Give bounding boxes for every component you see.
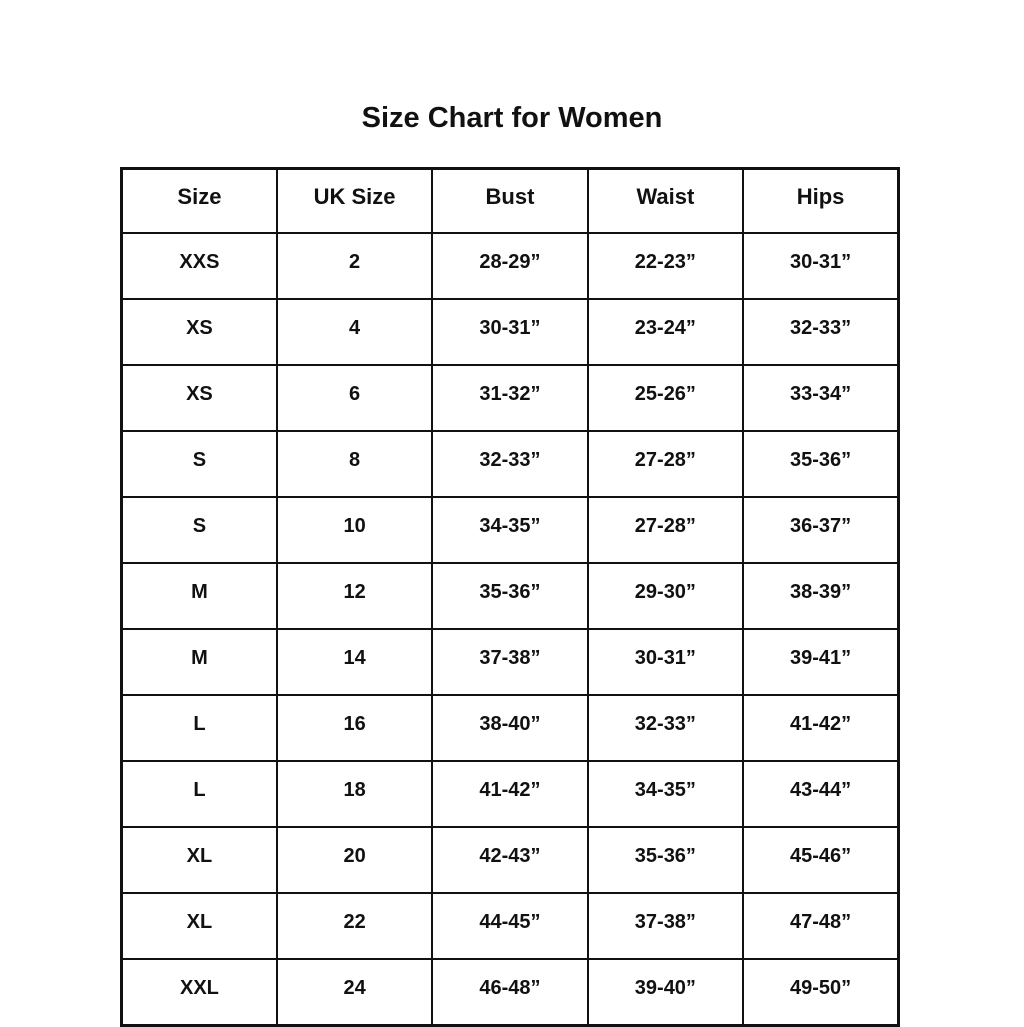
table-cell: 30-31” xyxy=(586,628,745,696)
table-cell: 47-48” xyxy=(742,892,900,960)
table-cell: 31-32” xyxy=(431,364,589,432)
table-cell: 18 xyxy=(275,760,434,828)
table-cell: 30-31” xyxy=(431,298,589,366)
table-cell: 43-44” xyxy=(742,760,900,828)
table-cell: 34-35” xyxy=(431,496,589,564)
table-row: M 12 35-36” 29-30” 38-39” xyxy=(120,562,900,630)
page-title: Size Chart for Women xyxy=(361,102,663,134)
table-cell: XL xyxy=(120,826,278,894)
table-cell: 27-28” xyxy=(586,430,745,498)
table-cell: 32-33” xyxy=(431,430,589,498)
table-cell: 45-46” xyxy=(742,826,900,894)
table-cell: 38-39” xyxy=(742,562,900,630)
table-cell: 46-48” xyxy=(431,958,589,1027)
table-cell: 37-38” xyxy=(431,628,589,696)
table-row: XXL 24 46-48” 39-40” 49-50” xyxy=(120,958,900,1027)
size-chart-table: Size UK Size Bust Waist Hips XXS 2 28-29” 22-23… xyxy=(120,167,900,1027)
table-cell: 16 xyxy=(275,694,434,762)
table-cell: 44-45” xyxy=(431,892,589,960)
table-body: XXS 2 28-29” 22-23” 30-31” XS 4 30-31” 23-24” 32-… xyxy=(120,232,900,1027)
table-cell: 35-36” xyxy=(586,826,745,894)
table-cell: 49-50” xyxy=(742,958,900,1027)
table-cell: 35-36” xyxy=(431,562,589,630)
table-row: XXS 2 28-29” 22-23” 30-31” xyxy=(120,232,900,300)
table-row: XS 6 31-32” 25-26” 33-34” xyxy=(120,364,900,432)
table-row: S 10 34-35” 27-28” 36-37” xyxy=(120,496,900,564)
column-header: Bust xyxy=(431,167,589,234)
table-cell: 41-42” xyxy=(742,694,900,762)
column-header: UK Size xyxy=(275,167,434,234)
column-header: Size xyxy=(120,167,278,234)
table-row: M 14 37-38” 30-31” 39-41” xyxy=(120,628,900,696)
header-row: Size UK Size Bust Waist Hips xyxy=(120,167,900,234)
table-cell: 42-43” xyxy=(431,826,589,894)
table-head: Size UK Size Bust Waist Hips xyxy=(120,167,900,234)
table-row: XS 4 30-31” 23-24” 32-33” xyxy=(120,298,900,366)
table-row: S 8 32-33” 27-28” 35-36” xyxy=(120,430,900,498)
table-cell: 29-30” xyxy=(586,562,745,630)
table-cell: 33-34” xyxy=(742,364,900,432)
table-cell: 32-33” xyxy=(586,694,745,762)
table-cell: S xyxy=(120,430,278,498)
table-cell: 24 xyxy=(275,958,434,1027)
table-cell: 28-29” xyxy=(431,232,589,300)
table-cell: 4 xyxy=(275,298,434,366)
table-row: L 16 38-40” 32-33” 41-42” xyxy=(120,694,900,762)
table-cell: M xyxy=(120,628,278,696)
table-cell: 39-41” xyxy=(742,628,900,696)
table-cell: M xyxy=(120,562,278,630)
table-cell: 39-40” xyxy=(586,958,745,1027)
table-cell: 38-40” xyxy=(431,694,589,762)
table-row: XL 22 44-45” 37-38” 47-48” xyxy=(120,892,900,960)
table-cell: 20 xyxy=(275,826,434,894)
table-cell: 30-31” xyxy=(742,232,900,300)
table-cell: 23-24” xyxy=(586,298,745,366)
table-cell: 35-36” xyxy=(742,430,900,498)
table-cell: 22-23” xyxy=(586,232,745,300)
table-cell: 37-38” xyxy=(586,892,745,960)
table-cell: 6 xyxy=(275,364,434,432)
table-row: XL 20 42-43” 35-36” 45-46” xyxy=(120,826,900,894)
table-cell: 12 xyxy=(275,562,434,630)
table-cell: 10 xyxy=(275,496,434,564)
table-cell: 36-37” xyxy=(742,496,900,564)
table-row: L 18 41-42” 34-35” 43-44” xyxy=(120,760,900,828)
table-cell: XXS xyxy=(120,232,278,300)
table-cell: 2 xyxy=(275,232,434,300)
table-cell: 27-28” xyxy=(586,496,745,564)
table-cell: 34-35” xyxy=(586,760,745,828)
table-cell: 8 xyxy=(275,430,434,498)
table-cell: 32-33” xyxy=(742,298,900,366)
column-header: Hips xyxy=(742,167,900,234)
table-cell: XXL xyxy=(120,958,278,1027)
table-cell: 25-26” xyxy=(586,364,745,432)
table-cell: 14 xyxy=(275,628,434,696)
table-cell: 22 xyxy=(275,892,434,960)
table-cell: L xyxy=(120,760,278,828)
column-header: Waist xyxy=(586,167,745,234)
table-cell: XL xyxy=(120,892,278,960)
table-cell: XS xyxy=(120,364,278,432)
table-cell: XS xyxy=(120,298,278,366)
table-cell: S xyxy=(120,496,278,564)
table-cell: 41-42” xyxy=(431,760,589,828)
table-cell: L xyxy=(120,694,278,762)
